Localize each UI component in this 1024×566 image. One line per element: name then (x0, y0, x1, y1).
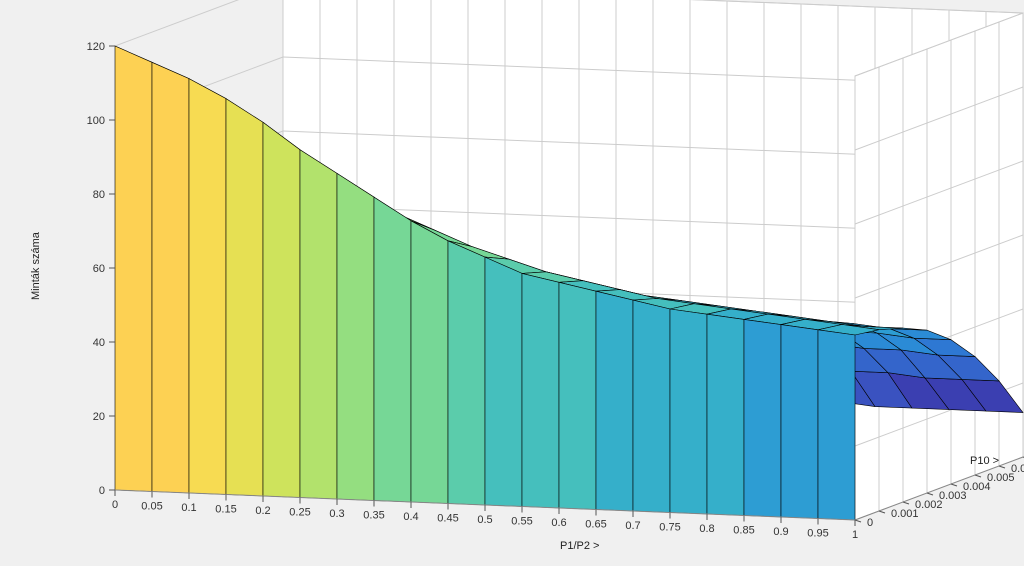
surface-skirt-front (707, 314, 744, 515)
surface-skirt-front (448, 241, 485, 505)
surface-skirt-front (411, 221, 448, 504)
surface-skirt-front (633, 300, 670, 512)
surface-skirt-front (115, 46, 152, 492)
svg-text:0.25: 0.25 (289, 507, 310, 519)
svg-text:0.3: 0.3 (329, 508, 344, 520)
surface-skirt-front (670, 309, 707, 514)
svg-text:100: 100 (87, 115, 105, 127)
svg-text:0.55: 0.55 (511, 516, 532, 528)
svg-text:0.45: 0.45 (437, 513, 458, 525)
z-axis-label: Minták száma (30, 232, 42, 300)
svg-text:80: 80 (93, 189, 105, 201)
surface-skirt-front (781, 325, 818, 519)
svg-text:0.7: 0.7 (625, 520, 640, 532)
svg-text:0.95: 0.95 (807, 528, 828, 540)
surface-skirt-front (485, 257, 522, 506)
svg-text:0.4: 0.4 (403, 511, 418, 523)
surface-skirt-front (263, 122, 300, 497)
surface-skirt-front (818, 330, 855, 520)
svg-text:40: 40 (93, 337, 105, 349)
surface-plot-figure: 0 20 40 60 80 100 120 0 0.05 0.1 0.15 0.2 0.25 0.3 0.3… (0, 0, 1024, 566)
svg-text:0.65: 0.65 (585, 519, 606, 531)
svg-text:0.1: 0.1 (181, 502, 196, 514)
svg-text:0.5: 0.5 (477, 514, 492, 526)
surface-skirt-front (152, 62, 189, 493)
svg-text:60: 60 (93, 263, 105, 275)
svg-text:0.9: 0.9 (773, 526, 788, 538)
svg-text:0: 0 (112, 499, 118, 511)
svg-text:20: 20 (93, 411, 105, 423)
surface-skirt-front (559, 282, 596, 509)
surface-skirt-front (744, 319, 781, 517)
surface-skirt-front (596, 291, 633, 511)
surface-skirt-front (189, 79, 226, 495)
surface-skirt-front (300, 150, 337, 499)
svg-text:0.006: 0.006 (1011, 463, 1024, 475)
svg-text:0: 0 (99, 485, 105, 497)
svg-text:0.75: 0.75 (659, 522, 680, 534)
surface-skirt-front (226, 99, 263, 496)
svg-text:0.15: 0.15 (215, 504, 236, 516)
svg-text:0.2: 0.2 (255, 505, 270, 517)
svg-text:0.05: 0.05 (141, 501, 162, 513)
svg-text:1: 1 (852, 529, 858, 541)
svg-text:0.8: 0.8 (699, 523, 714, 535)
x-axis-label: P1/P2 > (560, 540, 599, 552)
svg-text:0.6: 0.6 (551, 517, 566, 529)
svg-text:0.85: 0.85 (733, 525, 754, 537)
surface-skirt-front (522, 273, 559, 508)
surface-skirt-front (374, 197, 411, 502)
svg-text:0: 0 (867, 517, 873, 529)
svg-text:120: 120 (87, 41, 105, 53)
svg-text:0.35: 0.35 (363, 510, 384, 522)
surface-plot-svg: 0 20 40 60 80 100 120 0 0.05 0.1 0.15 0.2 0.25 0.3 0.3… (0, 0, 1024, 566)
surface-skirt-front (337, 173, 374, 500)
y-axis-label: P10 > (970, 455, 999, 467)
